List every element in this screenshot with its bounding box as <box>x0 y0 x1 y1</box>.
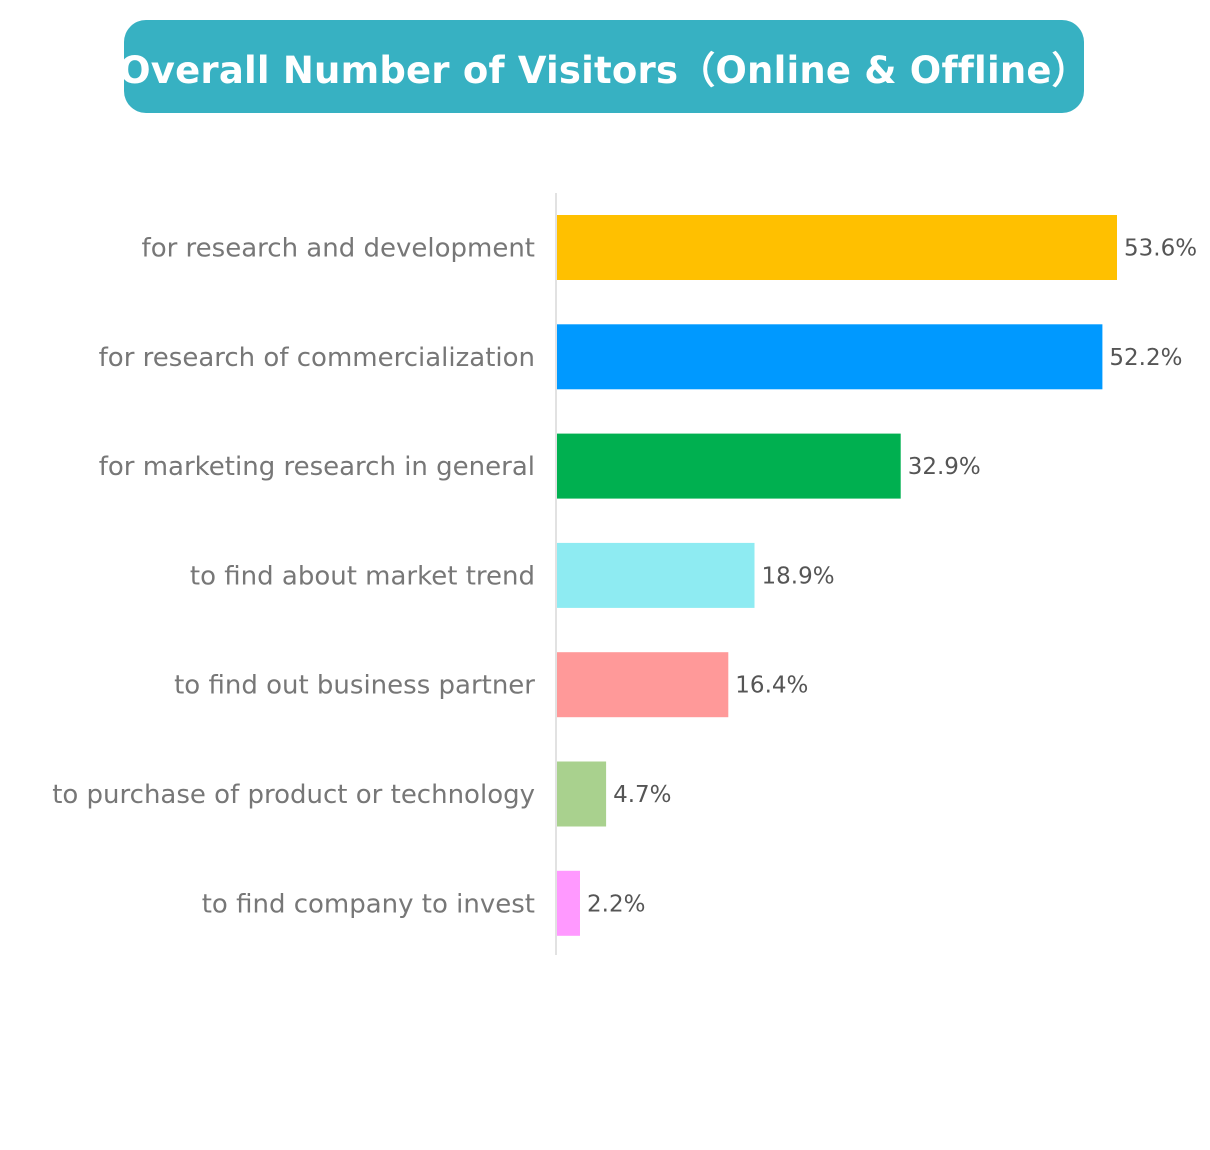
category-label-1: for research and development <box>142 234 535 264</box>
value-label-2: 52.2% <box>1109 345 1182 371</box>
bar-5 <box>557 652 729 718</box>
bar-7 <box>557 870 580 936</box>
chart-title-banner: Overall Number of Visitors（Online & Offl… <box>119 20 1089 113</box>
bar-6 <box>557 761 607 827</box>
value-label-4: 18.9% <box>762 563 835 589</box>
bars-group: for research and development 53.6% for res… <box>52 215 1197 936</box>
category-label-2: for research of commercialization <box>99 343 535 373</box>
category-label-6: to purchase of product or technology <box>52 780 535 810</box>
category-label-7: to find company to invest <box>202 889 535 919</box>
bar-2 <box>557 324 1103 390</box>
category-label-4: to find about market trend <box>190 561 535 591</box>
chart-title: Overall Number of Visitors（Online & Offl… <box>119 48 1089 92</box>
bar-1 <box>557 215 1117 280</box>
category-label-3: for marketing research in general <box>99 452 535 482</box>
value-label-5: 16.4% <box>735 673 808 699</box>
bar-3 <box>557 433 901 499</box>
value-label-6: 4.7% <box>613 782 671 808</box>
bar-4 <box>557 542 755 608</box>
value-label-7: 2.2% <box>587 891 645 917</box>
value-label-3: 32.9% <box>908 454 981 480</box>
category-label-5: to find out business partner <box>174 671 535 701</box>
value-label-1: 53.6% <box>1124 236 1197 262</box>
